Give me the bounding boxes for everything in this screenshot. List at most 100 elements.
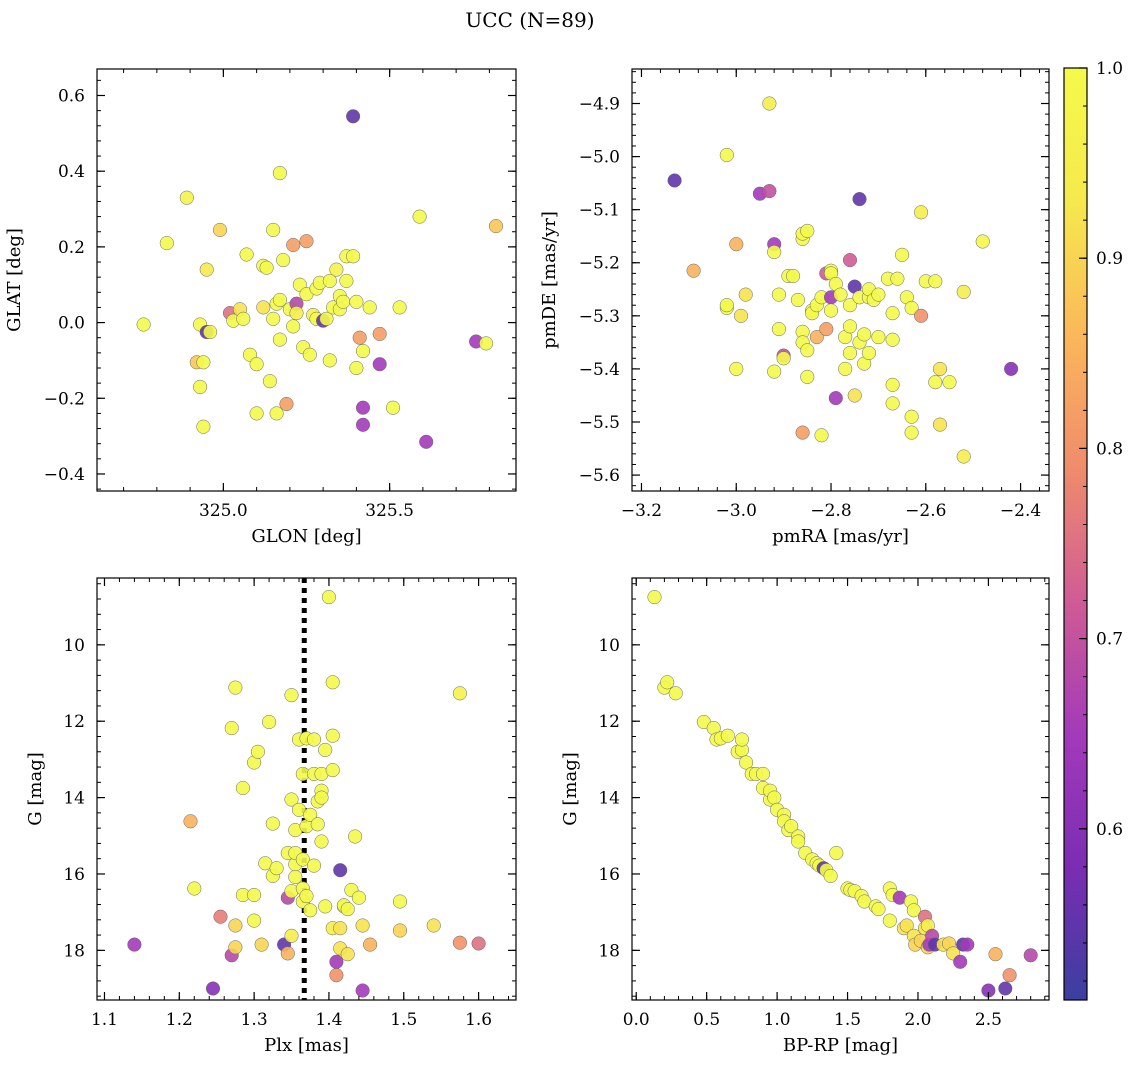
y-tick-label: −0.2: [44, 389, 85, 409]
data-point: [136, 317, 151, 332]
data-point: [303, 807, 318, 822]
data-point: [471, 936, 486, 951]
data-point: [249, 406, 264, 421]
y-axis-label: G [mag]: [25, 752, 46, 825]
data-point: [351, 890, 366, 905]
data-point: [857, 327, 872, 342]
data-point: [284, 792, 299, 807]
data-point: [953, 954, 968, 969]
data-point: [885, 396, 900, 411]
data-point: [885, 332, 900, 347]
data-point: [871, 902, 886, 917]
data-point: [800, 343, 815, 358]
data-point: [193, 379, 208, 394]
data-point: [183, 814, 198, 829]
x-tick-label: −2.6: [905, 501, 946, 521]
y-tick-label: 10: [63, 636, 85, 656]
y-tick-label: 12: [63, 712, 85, 732]
data-point: [784, 819, 799, 834]
data-point: [284, 688, 299, 703]
y-tick-label: −5.0: [579, 148, 620, 168]
data-point: [899, 918, 914, 933]
data-point: [196, 355, 211, 370]
x-tick-label: −3.0: [716, 501, 757, 521]
tick-marks: [632, 69, 1049, 491]
y-tick-label: 12: [598, 712, 620, 732]
data-point: [852, 192, 867, 207]
data-point: [479, 336, 494, 351]
data-point: [767, 245, 782, 260]
data-point: [322, 353, 337, 368]
data-point: [647, 590, 662, 605]
data-point: [847, 388, 862, 403]
data-point: [212, 222, 228, 237]
data-point: [355, 918, 370, 933]
data-point: [325, 675, 340, 690]
data-point: [932, 417, 948, 432]
data-point: [904, 409, 919, 424]
data-point: [776, 351, 791, 366]
data-point: [314, 790, 329, 805]
data-point: [791, 834, 806, 849]
colorbar-tick-label: 0.7: [1096, 630, 1123, 650]
data-point: [228, 918, 243, 933]
data-point: [254, 937, 269, 952]
data-point: [269, 861, 284, 876]
data-point: [299, 234, 314, 249]
data-point: [269, 406, 284, 421]
data-point: [250, 744, 265, 759]
colorbar-gradient: [1063, 67, 1088, 1001]
data-point: [667, 173, 682, 188]
data-point: [895, 247, 910, 262]
data-point: [956, 449, 971, 464]
data-point: [362, 300, 377, 315]
colorbar: 0.6 0.7 0.8 0.9 1.0: [1063, 59, 1123, 1001]
data-point: [228, 680, 243, 695]
data-point: [256, 300, 271, 315]
data-point: [842, 298, 858, 313]
y-tick-label: −5.5: [579, 413, 620, 433]
data-point: [998, 981, 1013, 996]
y-tick-label: 18: [598, 941, 620, 961]
data-point: [196, 419, 211, 434]
y-tick-label: 0.0: [58, 314, 85, 334]
data-point: [187, 881, 202, 896]
data-point: [790, 292, 805, 307]
data-point: [904, 425, 919, 440]
data-point: [392, 300, 407, 315]
data-point: [452, 686, 467, 701]
data-point: [814, 428, 829, 443]
data-point: [720, 728, 735, 743]
data-point: [333, 863, 348, 878]
x-tick-label: 1.1: [91, 1010, 118, 1030]
data-point: [346, 249, 361, 264]
data-point: [739, 755, 754, 770]
x-tick-label: −2.8: [810, 501, 851, 521]
data-point: [288, 869, 303, 885]
data-point: [452, 935, 467, 950]
panel-cmd: 0.0 0.5 1.0 1.5 2.0 2.5 10 12 14 16 18 BP-RP [mag] G…: [560, 577, 1050, 1056]
colorbar-tick-label: 0.8: [1096, 439, 1123, 459]
tick-marks: [97, 69, 516, 491]
y-tick-label: −5.2: [579, 254, 620, 274]
x-tick-label: 0.0: [623, 1010, 650, 1030]
data-point: [392, 923, 408, 938]
data-point: [306, 858, 322, 873]
data-point: [660, 675, 675, 690]
data-point: [932, 361, 948, 376]
data-point: [842, 319, 858, 334]
data-point: [960, 937, 975, 952]
y-tick-label: 14: [598, 789, 620, 809]
data-point: [488, 219, 504, 234]
data-point: [1002, 968, 1017, 983]
data-point: [928, 274, 943, 289]
x-tick-label: −3.2: [621, 501, 662, 521]
figure-title: UCC (N=89): [465, 8, 594, 32]
data-point: [259, 260, 274, 275]
points-layer: [136, 109, 504, 449]
data-point: [738, 287, 753, 302]
y-tick-label: 0.2: [58, 238, 85, 258]
data-point: [247, 887, 262, 903]
data-point: [266, 222, 281, 237]
y-tick-label: 10: [598, 636, 620, 656]
